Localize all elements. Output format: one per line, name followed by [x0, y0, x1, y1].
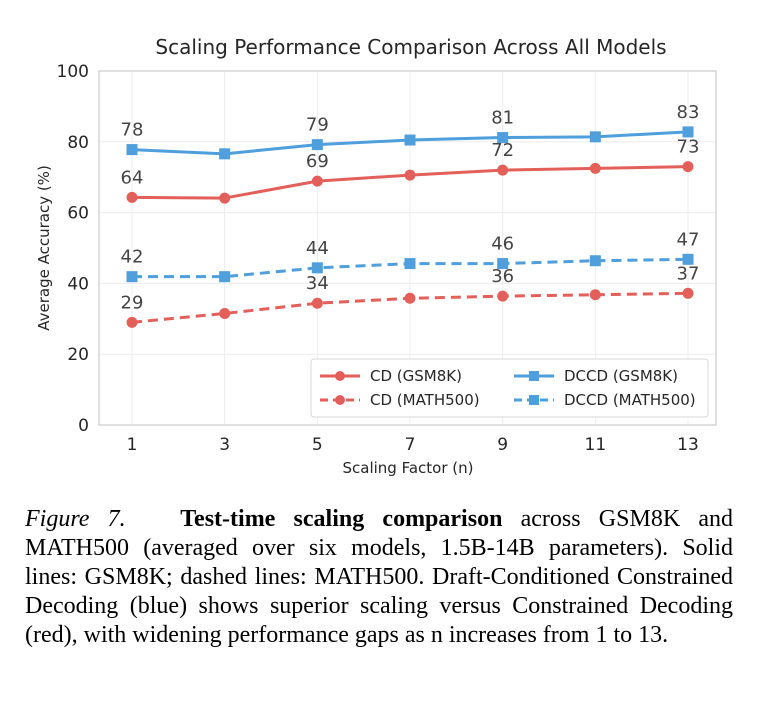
data-labels: 64 69 72 73 29 34 36 37 78 79 81 83 42 44 46 47: [121, 102, 700, 313]
data-point: [589, 162, 601, 174]
data-point: [589, 131, 601, 143]
legend-entry: CD (GSM8K): [320, 367, 462, 385]
data-point: [589, 255, 601, 267]
data-label: 37: [677, 263, 700, 284]
legend-box: [310, 358, 709, 418]
x-tick-label: 13: [677, 435, 699, 455]
series-layer: [126, 126, 694, 328]
caption-bold: Test-time scaling comparison: [180, 506, 503, 532]
data-label: 79: [306, 115, 329, 136]
legend: CD (GSM8K) CD (MATH500) DCCD (GSM8K) DCCD (…: [310, 358, 709, 418]
data-label: 64: [121, 167, 144, 188]
data-point: [404, 258, 416, 270]
caption-body: across GSM8K and MATH500 (averaged over …: [25, 506, 734, 648]
data-point: [311, 262, 323, 274]
data-point: [219, 307, 231, 319]
data-point: [497, 164, 509, 176]
data-label: 29: [121, 292, 144, 313]
y-tick-label: 0: [78, 416, 89, 436]
data-point: [682, 253, 694, 265]
legend-marker: [529, 395, 539, 405]
legend-entry: DCCD (MATH500): [514, 391, 696, 409]
data-point: [589, 289, 601, 301]
legend-marker: [529, 371, 539, 381]
data-label: 44: [306, 238, 329, 259]
y-tick-label: 20: [67, 345, 89, 365]
series-1: [126, 287, 694, 328]
series-2: [126, 126, 694, 160]
legend-label: DCCD (GSM8K): [564, 367, 678, 385]
series-3: [126, 253, 694, 283]
series-0: [126, 161, 694, 204]
y-tick-label: 40: [67, 274, 89, 294]
data-point: [126, 271, 138, 283]
data-label: 47: [677, 229, 700, 250]
legend-marker: [335, 371, 345, 381]
data-label: 78: [121, 120, 144, 141]
data-point: [219, 148, 231, 160]
figure-caption: Figure 7. Test-time scaling comparison a…: [25, 505, 733, 650]
data-label: 36: [491, 266, 514, 287]
line-chart: Scaling Performance Comparison Across Al…: [35, 35, 717, 477]
y-axis-label: Average Accuracy (%): [35, 165, 53, 331]
data-point: [682, 126, 694, 138]
x-tick-label: 3: [219, 435, 230, 455]
y-tick-label: 100: [57, 62, 89, 82]
data-label: 72: [491, 140, 514, 161]
data-label: 81: [491, 108, 514, 129]
legend-entry: DCCD (GSM8K): [514, 367, 678, 385]
x-tick-label: 5: [312, 435, 323, 455]
legend-label: CD (MATH500): [370, 391, 480, 409]
x-tick-label: 9: [497, 435, 508, 455]
legend-marker: [335, 395, 345, 405]
data-point: [404, 169, 416, 181]
y-tick-label: 60: [67, 204, 89, 224]
data-label: 46: [491, 234, 514, 255]
legend-entry: CD (MATH500): [320, 391, 480, 409]
data-point: [311, 139, 323, 151]
data-label: 83: [677, 102, 700, 123]
data-label: 69: [306, 151, 329, 172]
data-point: [682, 161, 694, 173]
y-tick-label: 80: [67, 133, 89, 153]
legend-label: CD (GSM8K): [370, 367, 462, 385]
x-axis-label: Scaling Factor (n): [343, 459, 474, 477]
data-point: [126, 191, 138, 203]
data-point: [126, 316, 138, 328]
data-point: [497, 290, 509, 302]
legend-label: DCCD (MATH500): [564, 391, 696, 409]
data-point: [497, 132, 509, 144]
data-label: 34: [306, 273, 329, 294]
data-point: [404, 292, 416, 304]
plot-frame: [98, 70, 717, 426]
figure-label: Figure 7.: [25, 506, 126, 532]
chart-title: Scaling Performance Comparison Across Al…: [155, 35, 666, 59]
data-point: [311, 297, 323, 309]
data-point: [126, 144, 138, 156]
x-tick-label: 11: [585, 435, 607, 455]
x-tick-label: 1: [127, 435, 138, 455]
data-point: [219, 192, 231, 204]
data-point: [404, 134, 416, 146]
data-point: [497, 258, 509, 270]
data-point: [311, 175, 323, 187]
data-point: [682, 287, 694, 299]
x-tick-label: 7: [405, 435, 416, 455]
data-point: [219, 271, 231, 283]
data-label: 73: [677, 137, 700, 158]
data-label: 42: [121, 247, 144, 268]
